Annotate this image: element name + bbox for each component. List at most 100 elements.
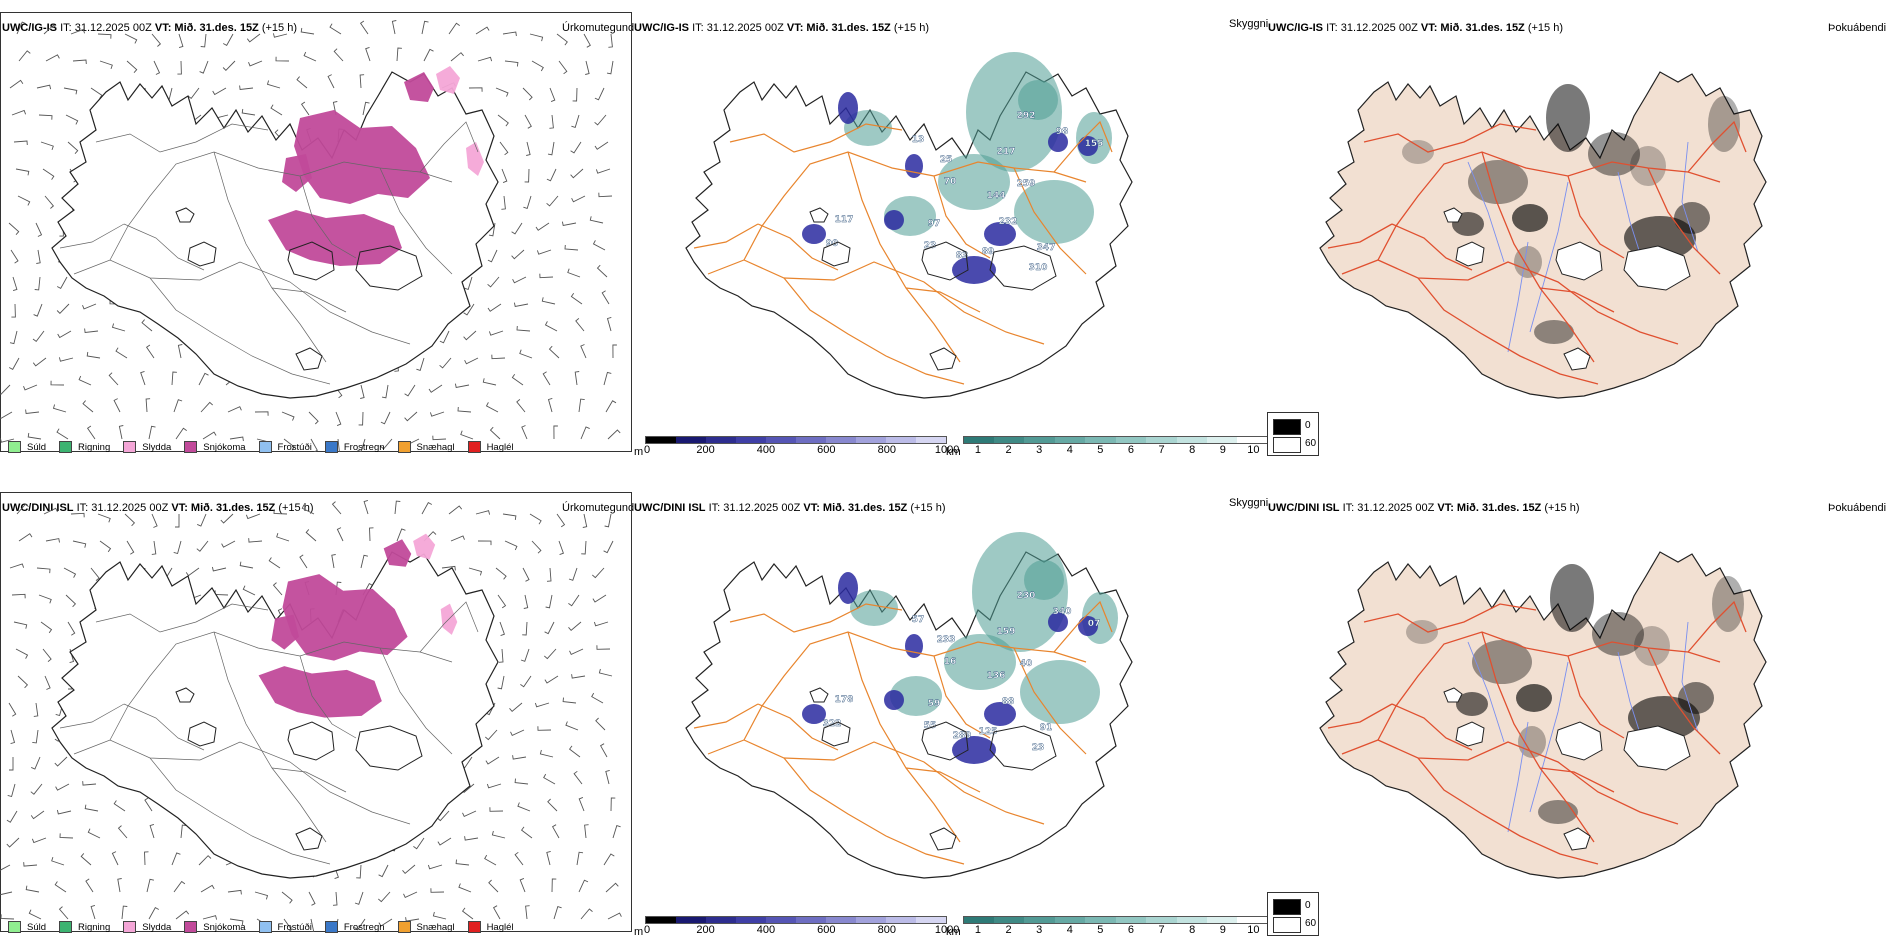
colorbar-cell <box>676 917 707 923</box>
valid-time: VT: Mið. 31.des. 15Z <box>1420 22 1525 34</box>
colorbar-cell <box>646 917 677 923</box>
cloud-base-value: 117 <box>835 215 854 225</box>
model-label: UWC/DINI ISL <box>1268 502 1340 514</box>
fog-legend-swatch-60 <box>1273 917 1301 933</box>
iceland-coastline <box>51 71 499 399</box>
legend-item: Snjókoma <box>184 921 246 933</box>
visibility-colorbar: km 1 2 3 4 5 6 7 8 9 10 <box>946 436 1269 458</box>
colorbar-cell <box>1176 437 1207 443</box>
colorbar-cell <box>1206 917 1238 923</box>
colorbar-cell <box>736 437 767 443</box>
panel-title-fog: Þokuábendi <box>1828 22 1887 34</box>
colorbar-cell <box>1024 437 1055 443</box>
legend-item: Snæhagl <box>397 441 455 453</box>
cloud-base-value: 25 <box>940 155 953 165</box>
init-time: IT: 31.12.2025 00Z <box>76 502 169 514</box>
colorbar-tick: 10 <box>1247 924 1260 936</box>
colorbar-cell <box>916 917 947 923</box>
colorbar-tick: 1000 <box>934 444 960 456</box>
glaciers <box>1443 687 1691 851</box>
colorbar-tick: 3 <box>1036 924 1043 936</box>
fog-legend-swatch-0 <box>1273 419 1301 435</box>
legend-swatch <box>184 441 198 453</box>
init-time: IT: 31.12.2025 00Z <box>1326 22 1418 34</box>
cloud-base-value: 217 <box>997 147 1016 157</box>
colorbar-tick: 1000 <box>934 924 960 936</box>
legend-swatch <box>467 921 481 933</box>
colorbar-cell <box>1146 917 1177 923</box>
legend-label: Snjókoma <box>203 921 246 933</box>
legend-swatch <box>184 921 198 933</box>
colorbar-tick: 4 <box>1066 444 1073 456</box>
cloud-base-value: 59 <box>928 699 941 709</box>
fog-legend-swatch-60 <box>1273 437 1301 453</box>
legend-label: Frostregn <box>343 921 385 933</box>
colorbar-tick: 2 <box>1005 444 1012 456</box>
iceland-coastline <box>1319 71 1767 399</box>
legend-swatch <box>467 441 481 453</box>
legend-label: Rigning <box>78 441 111 453</box>
legend-swatch <box>258 441 272 453</box>
cloud-base-value: 83 <box>956 251 969 261</box>
lead-time: (+15 h) <box>261 22 298 34</box>
lead-time: (+15 h) <box>1544 502 1580 514</box>
glaciers <box>1443 207 1691 371</box>
cloud-base-value: 55 <box>924 721 937 731</box>
colorbar-tick: 9 <box>1219 924 1226 936</box>
cloud-map-panel: 230 340 07 159 40 136 88 59 178 322 289 125 91 23 233 1… <box>634 492 1266 932</box>
colorbar-unit: km <box>946 926 961 938</box>
fog-index-legend: 0 60 <box>1267 412 1319 456</box>
panel-frame <box>0 492 632 932</box>
cloud-base-value: 292 <box>1017 111 1036 121</box>
cloud-base-value: 90 <box>826 239 839 249</box>
colorbar-tick: 9 <box>1219 444 1226 456</box>
valid-time: VT: Mið. 31.des. 15Z <box>154 22 259 34</box>
init-time: IT: 31.12.2025 00Z <box>692 22 784 34</box>
colorbar-cell <box>826 437 857 443</box>
valid-time: VT: Mið. 31.des. 15Z <box>1437 502 1542 514</box>
cloud-base-value: 57 <box>912 615 925 625</box>
lead-time: (+15 h) <box>910 502 946 514</box>
panel-title-precip: Úrkomutegund <box>562 502 635 514</box>
colorbar-cells <box>962 916 1269 924</box>
colorbar-tick: 0 <box>643 444 651 456</box>
legend-swatch <box>258 921 272 933</box>
colorbar-cell <box>646 437 677 443</box>
cloud-base-value: 07 <box>1088 619 1101 629</box>
colorbar-cell <box>994 437 1025 443</box>
colorbar-cells <box>645 436 948 444</box>
model-label: UWC/IG-IS <box>1268 22 1323 34</box>
valid-time: VT: Mið. 31.des. 15Z <box>171 502 276 514</box>
cloud-base-values: 292 98 155 217 259 144 232 97 117 90 83 89 347 310 25 7… <box>826 111 1104 273</box>
fog-map <box>1319 551 1767 879</box>
road-network <box>1327 600 1747 865</box>
colorbar-cell <box>856 437 887 443</box>
fog-map-panel <box>1268 492 1900 932</box>
legend-swatch <box>324 921 338 933</box>
row-top-header: UWC/IG-IS IT: 31.12.2025 00Z VT: Mið. 31… <box>2 22 297 35</box>
legend-item: Súld <box>8 921 46 933</box>
fog-legend-label-60: 60 <box>1305 918 1317 929</box>
colorbar-tick: 7 <box>1158 924 1165 936</box>
colorbar-tick: 5 <box>1097 444 1104 456</box>
cloud-base-value: 233 <box>937 635 956 645</box>
row-bottom-header-fog: UWC/DINI ISL IT: 31.12.2025 00Z VT: Mið.… <box>1268 502 1580 515</box>
precip-areas <box>258 533 458 718</box>
colorbar-tick: 0 <box>643 924 651 936</box>
colorbar-tick: 400 <box>756 924 776 936</box>
colorbar-tick: 800 <box>877 924 896 936</box>
legend-label: Slydda <box>142 441 172 453</box>
colorbar-unit: m <box>634 926 644 938</box>
legend-label: Frostúði <box>277 921 312 933</box>
legend-swatch <box>123 441 137 453</box>
legend-item: Frostregn <box>324 441 385 453</box>
legend-swatch <box>397 921 411 933</box>
colorbar-tick: 2 <box>1005 924 1012 936</box>
colorbar-cell <box>796 437 827 443</box>
colorbar-tick: 3 <box>1036 444 1043 456</box>
colorbar-cell <box>766 437 797 443</box>
legend-label: Frostregn <box>343 441 385 453</box>
legend-item: Rigning <box>59 441 110 453</box>
legend-item: Rigning <box>59 921 110 933</box>
colorbar-tick: 6 <box>1127 444 1135 456</box>
